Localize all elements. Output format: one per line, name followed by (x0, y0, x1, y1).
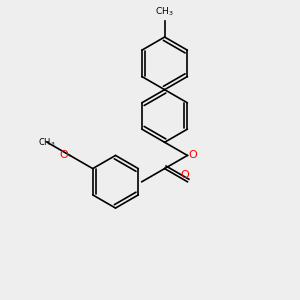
Text: O: O (189, 150, 198, 161)
Text: O: O (60, 150, 68, 161)
Text: CH$_3$: CH$_3$ (155, 5, 174, 18)
Text: CH$_3$: CH$_3$ (38, 136, 56, 148)
Text: O: O (180, 170, 189, 180)
